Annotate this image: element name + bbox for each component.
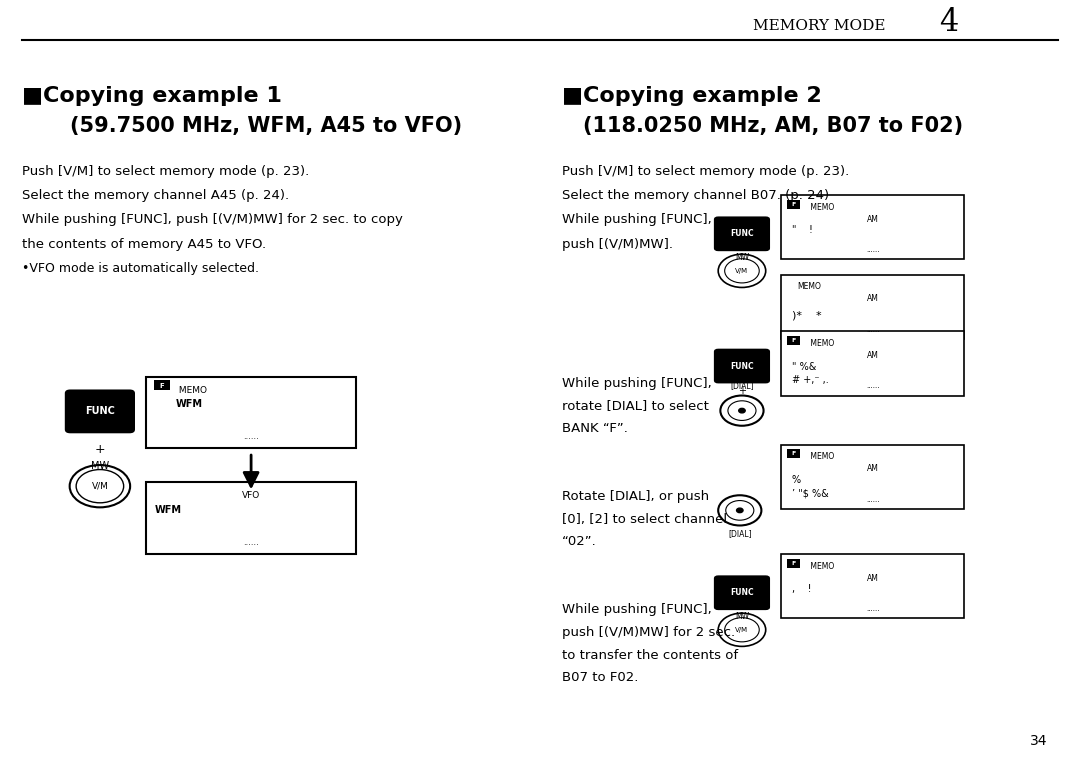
Text: FUNC: FUNC — [730, 588, 754, 597]
FancyBboxPatch shape — [146, 376, 356, 448]
Text: " %&: " %& — [792, 361, 816, 372]
Text: the contents of memory A45 to VFO.: the contents of memory A45 to VFO. — [22, 238, 266, 251]
Text: ......: ...... — [866, 497, 879, 503]
Text: F: F — [792, 451, 796, 456]
Text: (59.7500 MHz, WFM, A45 to VFO): (59.7500 MHz, WFM, A45 to VFO) — [70, 116, 462, 136]
Text: •VFO mode is automatically selected.: •VFO mode is automatically selected. — [22, 262, 258, 275]
Text: Rotate [DIAL], or push: Rotate [DIAL], or push — [562, 490, 708, 503]
Text: ......: ...... — [243, 432, 259, 441]
Text: MEMO: MEMO — [808, 203, 834, 212]
Text: F: F — [792, 202, 796, 207]
FancyBboxPatch shape — [787, 200, 800, 209]
Text: WFM: WFM — [176, 399, 203, 409]
Text: ......: ...... — [866, 383, 879, 389]
FancyBboxPatch shape — [714, 349, 770, 383]
Text: MW: MW — [734, 613, 750, 621]
FancyBboxPatch shape — [714, 216, 770, 251]
Text: While pushing [FUNC], push [(V/M)MW] for 2 sec. to copy: While pushing [FUNC], push [(V/M)MW] for… — [22, 213, 403, 226]
Text: to transfer the contents of: to transfer the contents of — [562, 648, 738, 661]
Circle shape — [739, 408, 745, 413]
Text: V/M: V/M — [92, 482, 108, 491]
FancyBboxPatch shape — [787, 336, 800, 345]
Circle shape — [737, 508, 743, 513]
Text: push [(V/M)MW] for 2 sec.: push [(V/M)MW] for 2 sec. — [562, 626, 734, 639]
Text: V/M: V/M — [735, 627, 748, 632]
FancyBboxPatch shape — [787, 449, 800, 458]
Text: BANK “F”.: BANK “F”. — [562, 422, 627, 435]
Text: [DIAL]: [DIAL] — [730, 381, 754, 390]
Text: MW: MW — [734, 254, 750, 262]
Text: F: F — [792, 338, 796, 343]
Text: F: F — [792, 561, 796, 565]
Text: ......: ...... — [243, 538, 259, 546]
Text: While pushing [FUNC],: While pushing [FUNC], — [562, 376, 712, 389]
FancyBboxPatch shape — [154, 380, 170, 390]
Text: AM: AM — [867, 293, 878, 303]
Text: ■Copying example 1: ■Copying example 1 — [22, 85, 282, 106]
Text: MEMO: MEMO — [808, 452, 834, 461]
Text: MEMORY MODE: MEMORY MODE — [753, 19, 886, 33]
Text: 34: 34 — [1030, 735, 1048, 748]
Text: "    !: " ! — [792, 226, 812, 235]
Text: [0], [2] to select channel: [0], [2] to select channel — [562, 513, 727, 526]
Text: B07 to F02.: B07 to F02. — [562, 671, 638, 684]
Text: MEMO: MEMO — [176, 386, 207, 395]
Text: AM: AM — [867, 574, 878, 583]
FancyBboxPatch shape — [146, 482, 356, 554]
Text: MEMO: MEMO — [808, 562, 834, 571]
Text: AM: AM — [867, 351, 878, 360]
FancyBboxPatch shape — [781, 274, 964, 339]
Text: MEMO: MEMO — [808, 339, 834, 347]
Text: push [(V/M)MW].: push [(V/M)MW]. — [562, 238, 673, 251]
Text: +: + — [738, 386, 746, 396]
Text: While pushing [FUNC],: While pushing [FUNC], — [562, 604, 712, 616]
Text: While pushing [FUNC],: While pushing [FUNC], — [562, 213, 712, 226]
Text: Push [V/M] to select memory mode (p. 23).: Push [V/M] to select memory mode (p. 23)… — [562, 165, 849, 178]
FancyBboxPatch shape — [781, 195, 964, 260]
Text: AM: AM — [867, 464, 878, 473]
Text: “02”.: “02”. — [562, 536, 596, 549]
Text: MW: MW — [91, 461, 109, 471]
Text: [DIAL]: [DIAL] — [728, 530, 752, 538]
Text: ......: ...... — [866, 327, 879, 333]
FancyBboxPatch shape — [65, 389, 135, 434]
Text: V/M: V/M — [735, 267, 748, 274]
FancyBboxPatch shape — [781, 445, 964, 509]
Text: # +,⁻ ,.: # +,⁻ ,. — [792, 375, 828, 385]
Text: rotate [DIAL] to select: rotate [DIAL] to select — [562, 399, 708, 412]
Text: MEMO: MEMO — [797, 282, 821, 291]
Text: +: + — [738, 602, 746, 612]
Text: ■Copying example 2: ■Copying example 2 — [562, 85, 822, 106]
Text: Select the memory channel B07. (p. 24): Select the memory channel B07. (p. 24) — [562, 189, 828, 202]
Text: (118.0250 MHz, AM, B07 to F02): (118.0250 MHz, AM, B07 to F02) — [583, 116, 963, 136]
Text: ,    !: , ! — [792, 584, 811, 594]
Text: FUNC: FUNC — [730, 361, 754, 370]
Text: Push [V/M] to select memory mode (p. 23).: Push [V/M] to select memory mode (p. 23)… — [22, 165, 309, 178]
Text: %: % — [792, 475, 800, 485]
Text: 4: 4 — [940, 7, 959, 38]
Text: ......: ...... — [866, 248, 879, 254]
Text: VFO: VFO — [242, 491, 260, 501]
Text: FUNC: FUNC — [85, 406, 114, 416]
Text: )*    *: )* * — [792, 311, 821, 321]
FancyBboxPatch shape — [781, 554, 964, 619]
Text: FUNC: FUNC — [730, 229, 754, 239]
FancyBboxPatch shape — [714, 575, 770, 610]
Text: AM: AM — [867, 215, 878, 224]
Text: Select the memory channel A45 (p. 24).: Select the memory channel A45 (p. 24). — [22, 189, 288, 202]
FancyBboxPatch shape — [781, 331, 964, 395]
Text: +: + — [738, 243, 746, 253]
Text: WFM: WFM — [154, 505, 181, 515]
Text: +: + — [95, 443, 105, 456]
Text: ’ "$ %&: ’ "$ %& — [792, 488, 828, 498]
Text: F: F — [160, 383, 164, 389]
FancyBboxPatch shape — [787, 559, 800, 568]
Text: ......: ...... — [866, 607, 879, 613]
